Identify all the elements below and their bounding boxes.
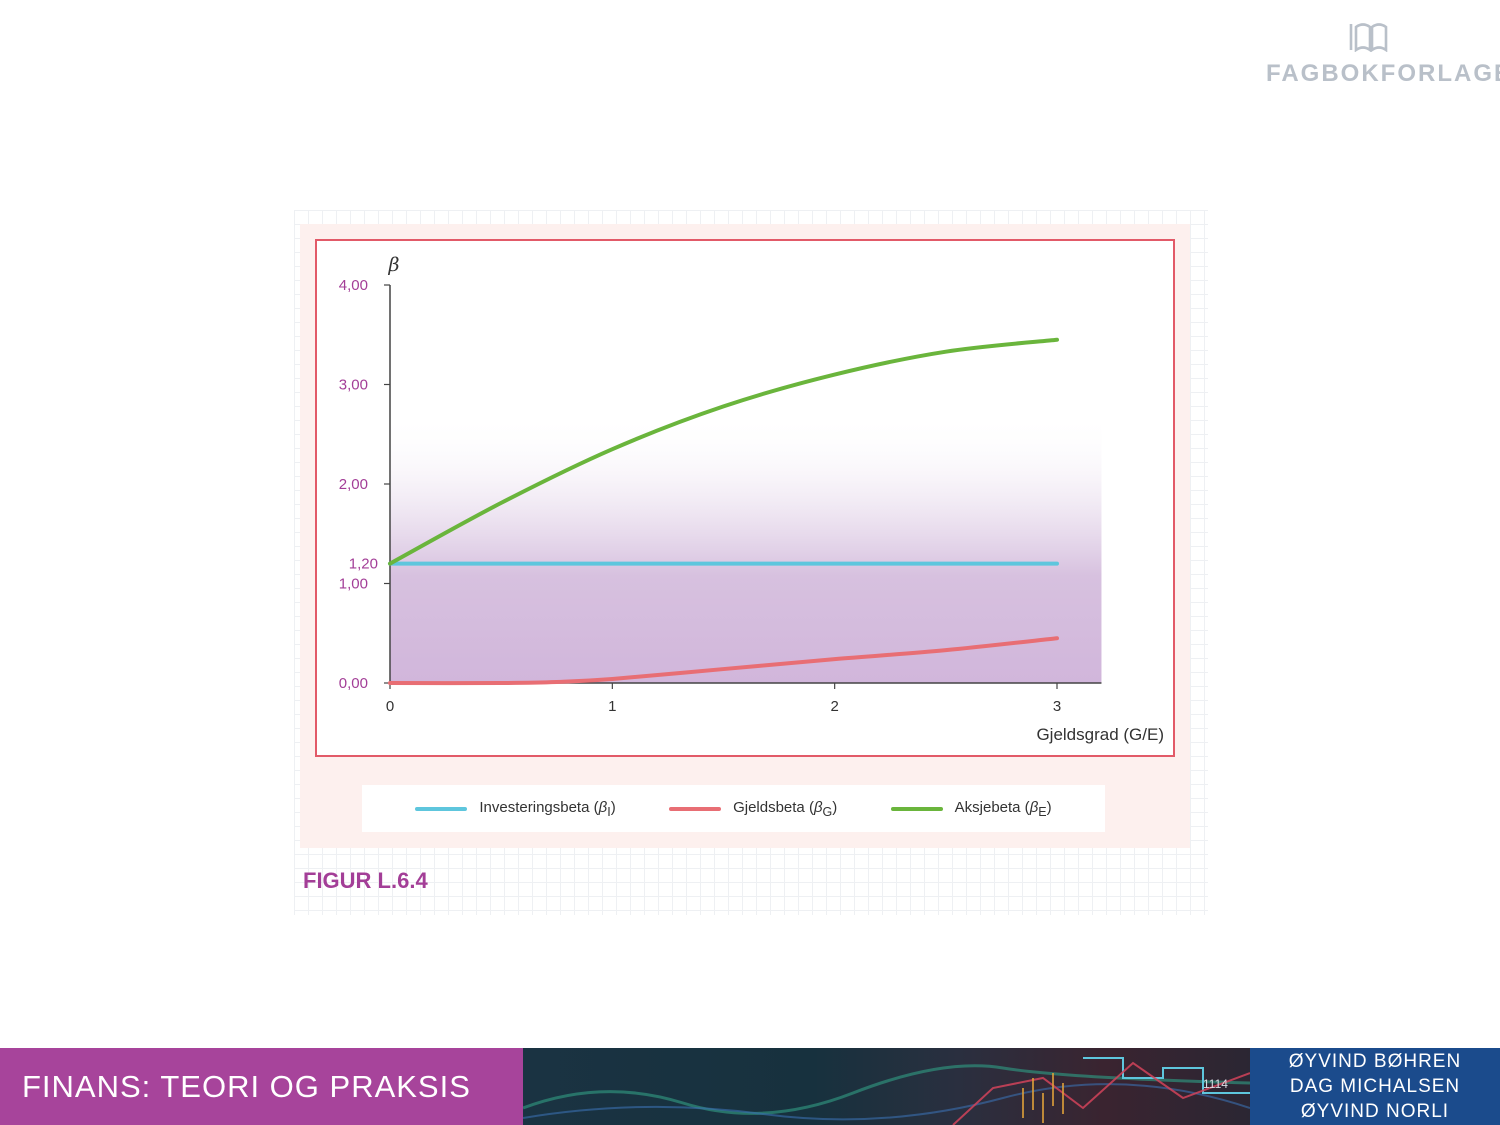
y-tick-label: 0,00	[339, 675, 368, 692]
x-tick-label: 2	[830, 698, 838, 715]
legend-label-aksjebeta: Aksjebeta (βE)	[954, 798, 1052, 819]
footer-decorative-image: 1114	[523, 1048, 1250, 1125]
series-line-aksjebeta	[388, 337, 1059, 566]
shaded-region	[390, 414, 1102, 683]
author-name: ØYVIND NORLI	[1300, 1101, 1450, 1122]
legend-item-investeringsbeta: Investeringsbeta (βI)	[415, 798, 616, 819]
y-tick-label: 1,00	[339, 576, 368, 593]
author-name: DAG MICHALSEN	[1289, 1076, 1461, 1097]
publisher-name: FAGBOKFORLAGET	[1266, 60, 1500, 87]
y-tick-label: 4,00	[339, 277, 368, 294]
legend-swatch-gjeldsbeta	[669, 806, 722, 811]
author-name: ØYVIND BØHREN	[1288, 1051, 1462, 1072]
series-line-gjeldsbeta	[388, 636, 1059, 686]
legend-swatch-investeringsbeta	[415, 806, 468, 811]
legend-label-investeringsbeta: Investeringsbeta (βI)	[479, 798, 616, 819]
legend-label-gjeldsbeta: Gjeldsbeta (βG)	[733, 798, 838, 819]
y-tick-label: 1,20	[349, 556, 378, 573]
figure-caption: FIGUR L.6.4	[303, 868, 428, 893]
svg-text:1114: 1114	[1203, 1077, 1228, 1091]
y-tick-label: 2,00	[339, 476, 368, 493]
legend-item-gjeldsbeta: Gjeldsbeta (βG)	[669, 799, 837, 819]
y-tick-label: 3,00	[339, 377, 368, 394]
x-tick-label: 3	[1053, 698, 1061, 715]
footer-banner: FINANS: TEORI OG PRAKSIS 1114 ØYVIND BØH…	[0, 1048, 1500, 1125]
x-tick-label: 0	[386, 698, 394, 715]
book-title: FINANS: TEORI OG PRAKSIS	[0, 1048, 523, 1125]
chart-legend: Investeringsbeta (βI) Gjeldsbeta (βG) Ak…	[362, 785, 1105, 832]
y-axis-label: β	[388, 254, 400, 276]
legend-item-aksjebeta: Aksjebeta (βE)	[890, 798, 1052, 819]
open-book-icon	[1349, 23, 1388, 53]
publisher-logo: FAGBOKFORLAGET	[1266, 22, 1500, 88]
x-tick-label: 1	[608, 698, 616, 715]
x-axis-label: Gjeldsgrad (G/E)	[1036, 725, 1164, 744]
legend-swatch-aksjebeta	[890, 806, 943, 811]
author-list: ØYVIND BØHREN DAG MICHALSEN ØYVIND NORLI	[1250, 1048, 1500, 1125]
stock-chart-decoration-icon: 1114	[523, 1057, 1250, 1125]
